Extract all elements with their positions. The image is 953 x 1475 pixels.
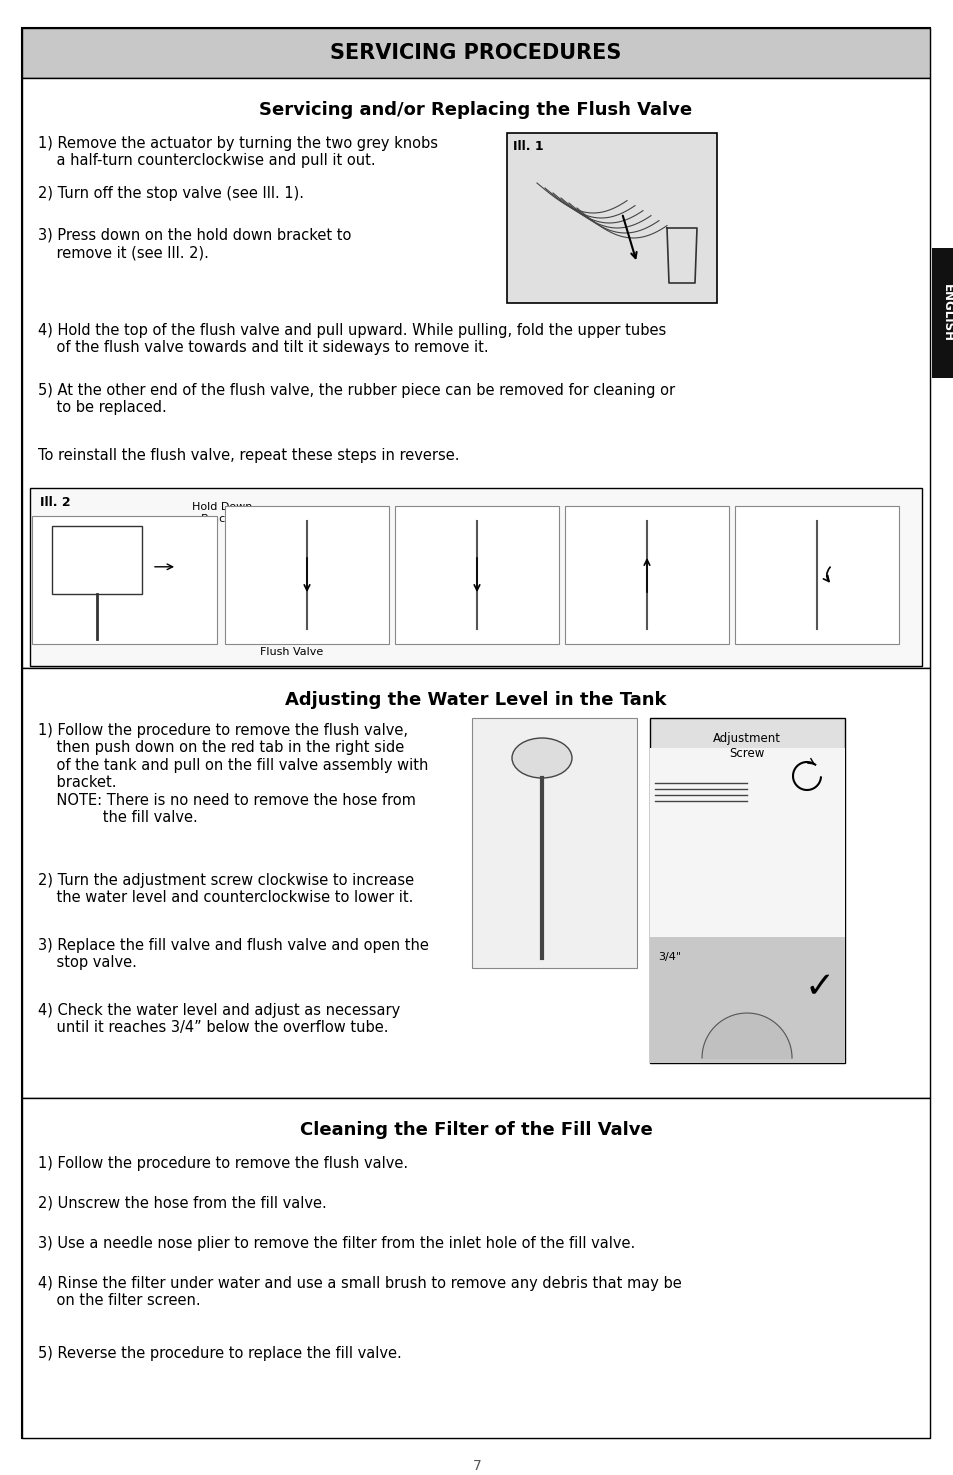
Text: 4) Check the water level and adjust as necessary
    until it reaches 3/4” below: 4) Check the water level and adjust as n… [38,1003,400,1035]
Text: 2) Turn off the stop valve (see Ill. 1).: 2) Turn off the stop valve (see Ill. 1). [38,186,304,201]
Bar [32,516,216,645]
Bar [52,527,142,594]
Text: 3) Replace the fill valve and flush valve and open the
    stop valve.: 3) Replace the fill valve and flush valv… [38,938,429,971]
Bar [22,78,929,668]
Text: ✓: ✓ [804,971,834,1004]
Bar [225,506,389,645]
Bar [22,28,929,78]
Text: 4) Rinse the filter under water and use a small brush to remove any debris that : 4) Rinse the filter under water and use … [38,1276,681,1308]
Text: Hold Down
Bracket: Hold Down Bracket [192,502,252,524]
Bar [506,133,717,302]
Bar [395,506,558,645]
Bar [734,506,898,645]
Text: 2) Turn the adjustment screw clockwise to increase
    the water level and count: 2) Turn the adjustment screw clockwise t… [38,873,414,906]
Bar [649,748,844,937]
Bar [472,718,637,968]
Ellipse shape [512,738,572,777]
Text: To reinstall the flush valve, repeat these steps in reverse.: To reinstall the flush valve, repeat the… [38,448,459,463]
Text: 7: 7 [472,1459,481,1474]
Text: 1) Follow the procedure to remove the flush valve.: 1) Follow the procedure to remove the fl… [38,1156,408,1171]
Text: 5) Reverse the procedure to replace the fill valve.: 5) Reverse the procedure to replace the … [38,1347,401,1361]
Text: Ill. 2: Ill. 2 [40,496,71,509]
Text: Adjusting the Water Level in the Tank: Adjusting the Water Level in the Tank [285,690,666,709]
Text: Adjustment
Screw: Adjustment Screw [712,732,781,760]
Text: 5) At the other end of the flush valve, the rubber piece can be removed for clea: 5) At the other end of the flush valve, … [38,384,675,416]
Bar [22,668,929,1097]
Bar [564,506,728,645]
Text: 1) Follow the procedure to remove the flush valve,
    then push down on the red: 1) Follow the procedure to remove the fl… [38,723,428,825]
Text: Actuator: Actuator [88,631,135,642]
Bar [649,718,844,1063]
Text: 1) Remove the actuator by turning the two grey knobs
    a half-turn countercloc: 1) Remove the actuator by turning the tw… [38,136,437,168]
Text: Flush Valve: Flush Valve [260,648,323,656]
Text: 4) Hold the top of the flush valve and pull upward. While pulling, fold the uppe: 4) Hold the top of the flush valve and p… [38,323,665,355]
Text: ENGLISH: ENGLISH [940,285,952,342]
Bar [931,248,953,378]
Text: 3/4": 3/4" [658,951,680,962]
Text: 3) Press down on the hold down bracket to
    remove it (see Ill. 2).: 3) Press down on the hold down bracket t… [38,229,351,261]
Text: SERVICING PROCEDURES: SERVICING PROCEDURES [330,43,621,63]
Text: Cleaning the Filter of the Fill Valve: Cleaning the Filter of the Fill Valve [299,1121,652,1139]
Bar [649,937,844,1063]
Text: Servicing and/or Replacing the Flush Valve: Servicing and/or Replacing the Flush Val… [259,100,692,119]
Text: 2) Unscrew the hose from the fill valve.: 2) Unscrew the hose from the fill valve. [38,1196,327,1211]
Bar [22,1097,929,1438]
Text: 3) Use a needle nose plier to remove the filter from the inlet hole of the fill : 3) Use a needle nose plier to remove the… [38,1236,635,1251]
Bar [30,488,921,667]
Text: Ill. 1: Ill. 1 [513,140,543,153]
